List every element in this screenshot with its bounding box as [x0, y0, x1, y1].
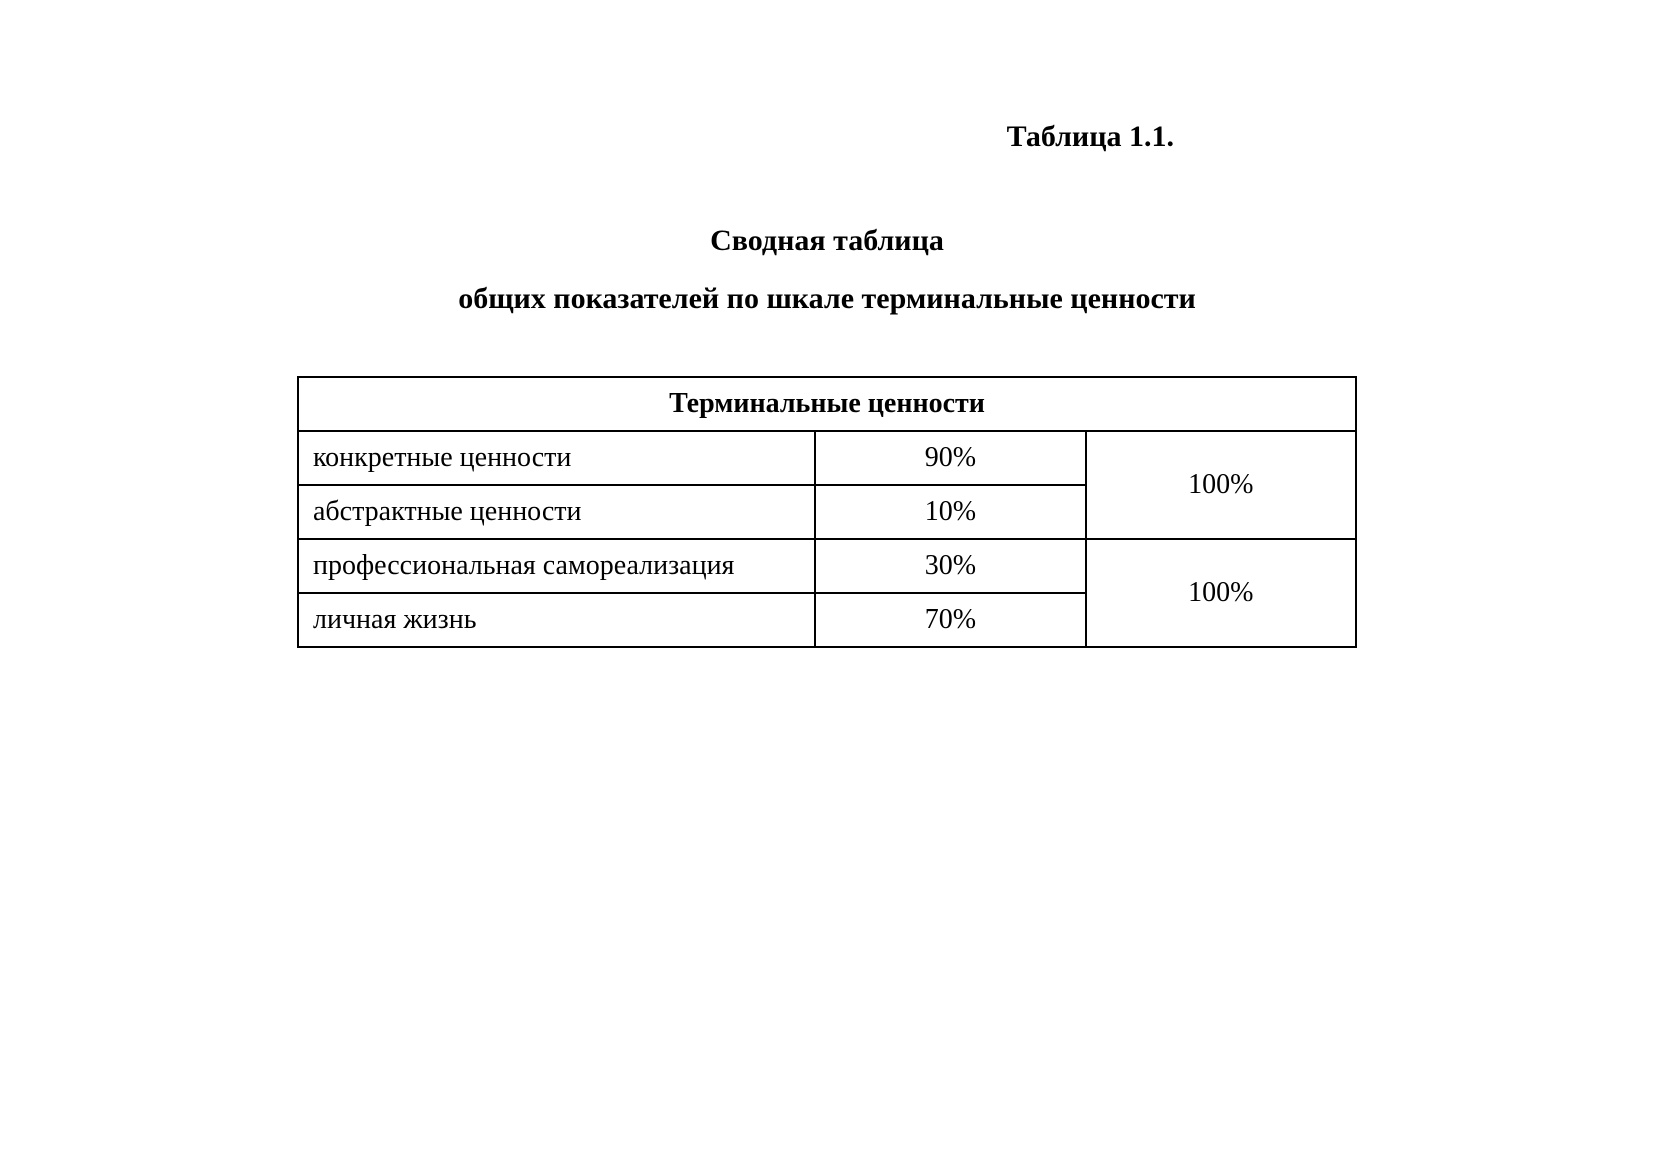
table-header: Терминальные ценности	[298, 377, 1356, 431]
table-number-label: Таблица 1.1.	[120, 120, 1534, 154]
row-total: 100%	[1086, 431, 1356, 539]
title-block: Сводная таблица общих показателей по шка…	[120, 224, 1534, 316]
row-percent: 10%	[815, 485, 1085, 539]
row-label: профессиональная самореализация	[298, 539, 815, 593]
row-percent: 90%	[815, 431, 1085, 485]
table-row: профессиональная самореализация 30% 100%	[298, 539, 1356, 593]
row-label: личная жизнь	[298, 593, 815, 647]
row-label: абстрактные ценности	[298, 485, 815, 539]
table-row: конкретные ценности 90% 100%	[298, 431, 1356, 485]
row-percent: 30%	[815, 539, 1085, 593]
row-percent: 70%	[815, 593, 1085, 647]
row-label: конкретные ценности	[298, 431, 815, 485]
table-header-row: Терминальные ценности	[298, 377, 1356, 431]
row-total: 100%	[1086, 539, 1356, 647]
summary-table: Терминальные ценности конкретные ценност…	[297, 376, 1357, 648]
title-line-2: общих показателей по шкале терминальные …	[120, 282, 1534, 316]
title-line-1: Сводная таблица	[120, 224, 1534, 258]
